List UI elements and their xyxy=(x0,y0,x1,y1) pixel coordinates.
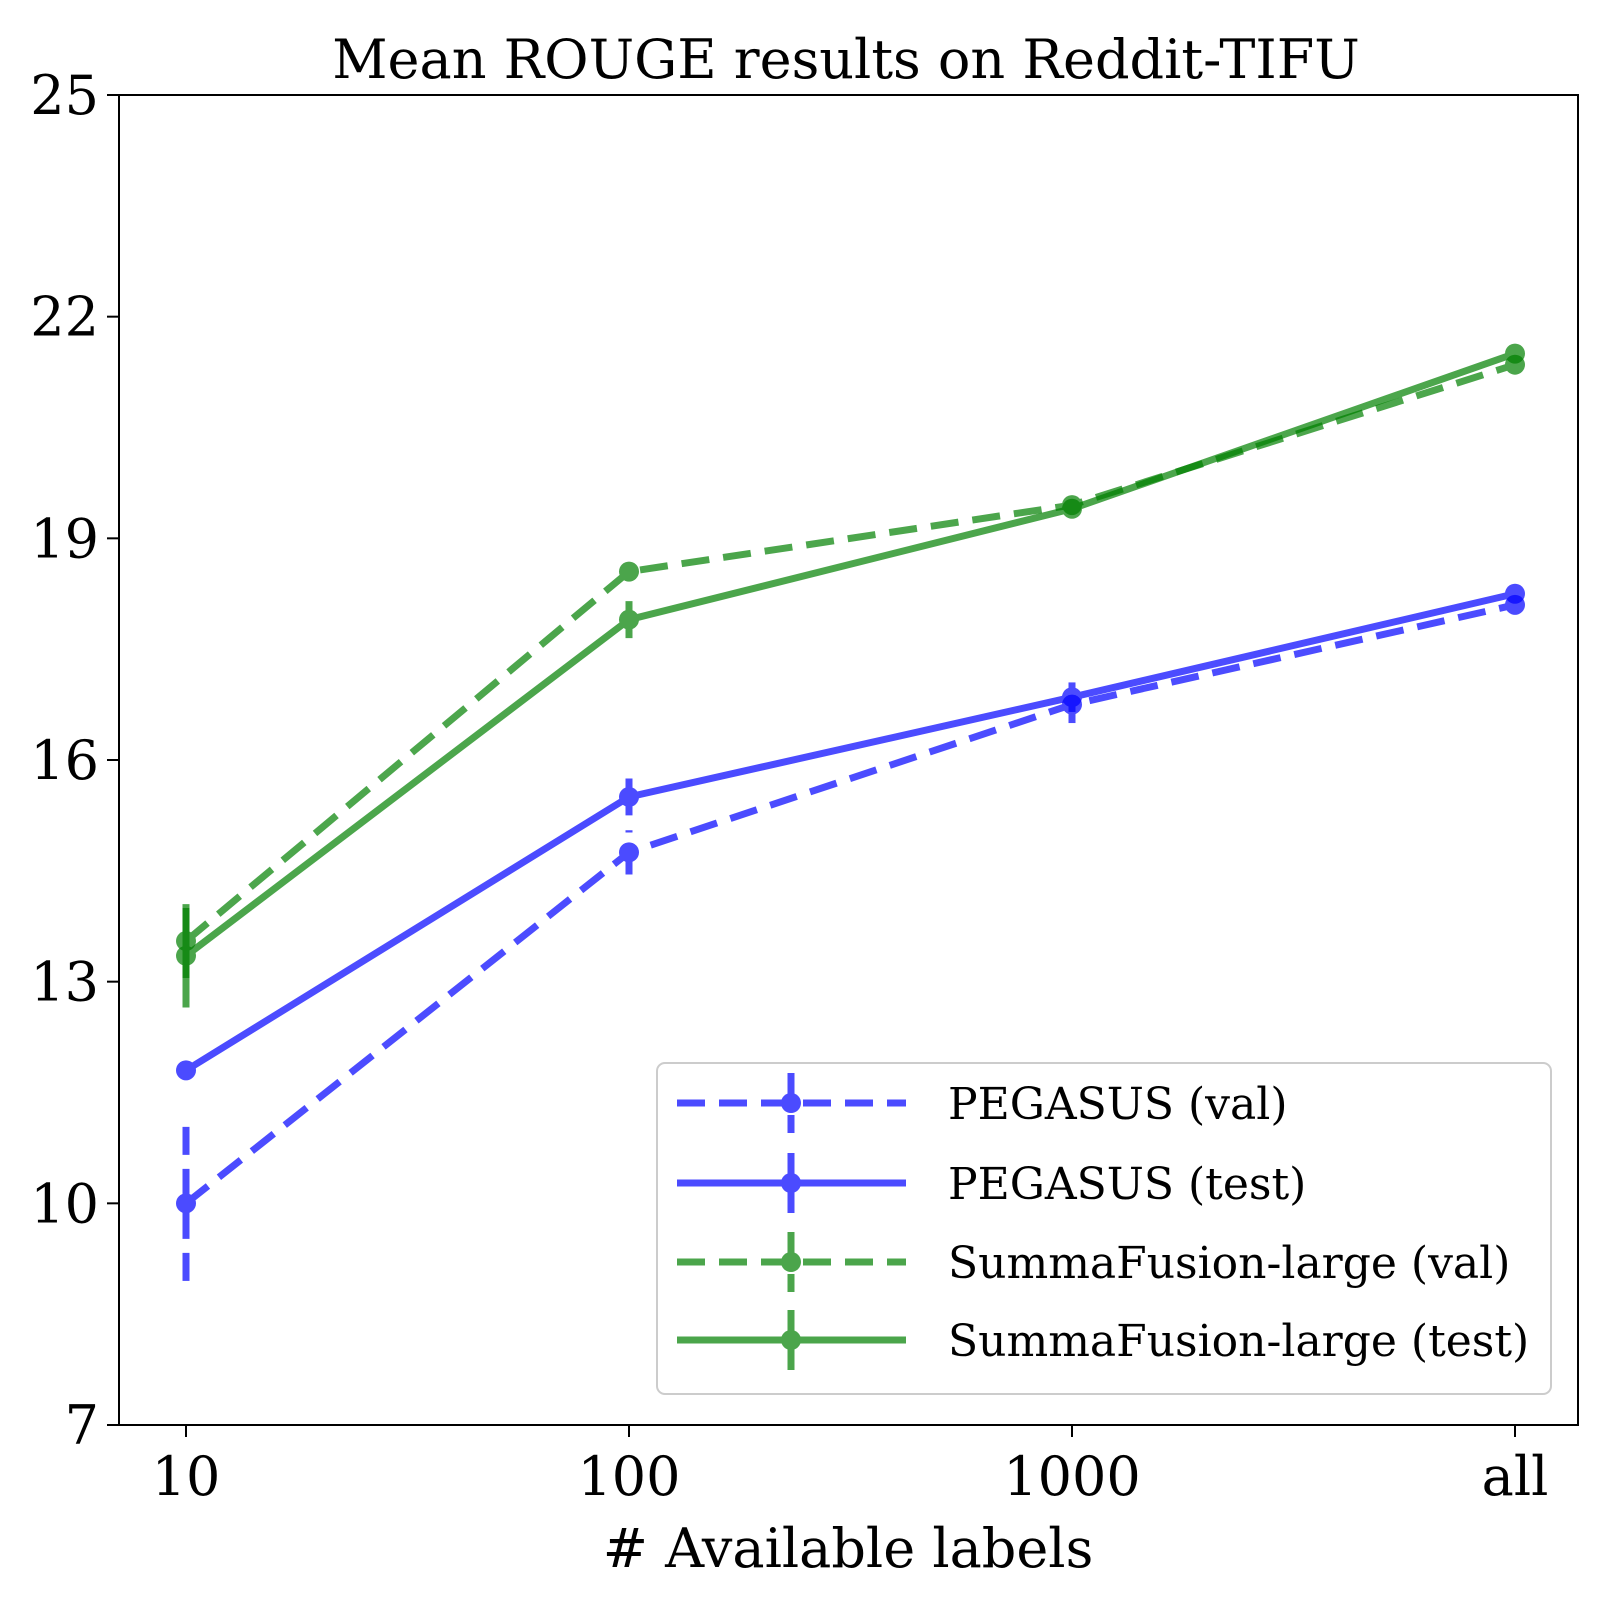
legend-point xyxy=(781,1173,801,1193)
data-point xyxy=(619,561,639,582)
legend-marker xyxy=(677,1232,906,1292)
series-2 xyxy=(176,583,1525,1081)
x-tick-label: 10 xyxy=(152,1445,221,1508)
data-point xyxy=(1062,498,1082,519)
y-tick-label: 10 xyxy=(30,1172,99,1235)
x-axis-label: # Available labels xyxy=(603,1517,1094,1580)
data-point xyxy=(619,842,639,863)
legend-marker xyxy=(677,1073,906,1133)
y-tick-label: 7 xyxy=(65,1394,99,1457)
legend-point xyxy=(781,1330,801,1350)
series-line xyxy=(183,350,1517,959)
x-tick-label: 1000 xyxy=(1003,1445,1140,1508)
chart-title: Mean ROUGE results on Reddit-TIFU xyxy=(332,28,1359,91)
legend-marker xyxy=(677,1310,906,1370)
legend-label: SummaFusion-large (val) xyxy=(948,1238,1510,1289)
legend-label: PEGASUS (test) xyxy=(948,1159,1306,1210)
data-point xyxy=(1505,583,1525,604)
y-tick-label: 22 xyxy=(30,286,99,349)
data-point xyxy=(619,786,639,807)
x-axis: 10 100 1000 all xyxy=(152,1425,1549,1508)
data-point xyxy=(176,945,196,966)
legend-box xyxy=(656,1062,1552,1395)
data-point xyxy=(619,609,639,630)
series-line xyxy=(184,590,1516,1074)
series-line xyxy=(183,601,1516,1207)
y-tick-label: 25 xyxy=(30,64,99,127)
series-layer xyxy=(176,343,1525,1281)
legend-point xyxy=(781,1093,801,1113)
x-tick-label: all xyxy=(1482,1445,1549,1508)
data-point xyxy=(176,1193,196,1214)
y-axis: 7 10 13 16 19 22 25 xyxy=(30,64,119,1457)
data-point xyxy=(176,1060,196,1081)
y-tick-label: 19 xyxy=(30,507,99,570)
x-tick-label: 100 xyxy=(577,1445,680,1508)
legend-point xyxy=(781,1252,801,1272)
data-point xyxy=(1505,343,1525,364)
legend: PEGASUS (val) PEGASUS (test) SummaFusion-l… xyxy=(656,1062,1552,1395)
y-tick-label: 16 xyxy=(30,729,99,792)
legend-label: PEGASUS (val) xyxy=(948,1079,1288,1130)
legend-marker xyxy=(677,1153,906,1213)
series-line xyxy=(183,361,1517,944)
series-4 xyxy=(176,343,1525,1008)
y-tick-label: 13 xyxy=(30,951,99,1014)
legend-label: SummaFusion-large (test) xyxy=(948,1316,1529,1367)
data-point xyxy=(1062,687,1082,708)
